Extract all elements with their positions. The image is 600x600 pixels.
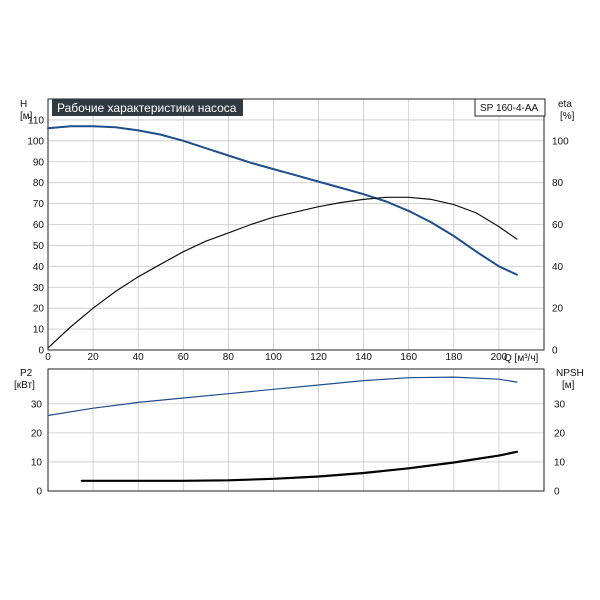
x-tick-label: 100: [265, 352, 282, 363]
tick-labels: 0 20 40 60 80 100 120 140 160 180 2000102030405060…: [27, 115, 569, 497]
head-tick-label: 110: [28, 115, 44, 126]
head-tick-label: 80: [33, 178, 45, 189]
npsh-curve: [80, 450, 519, 482]
title-background: [52, 99, 243, 116]
npsh-tick-label: 0: [554, 487, 560, 498]
head-tick-label: 30: [33, 283, 45, 294]
top-panel-grid: [47, 99, 545, 351]
head-tick-label: 70: [33, 199, 45, 210]
eta-axis-unit: [%]: [560, 111, 575, 122]
power-tick-label: 30: [31, 399, 43, 410]
power-tick-label: 0: [36, 487, 42, 498]
x-tick-label: 20: [88, 352, 100, 363]
head-curve: [47, 125, 518, 276]
x-tick-label: 140: [355, 352, 372, 363]
series-lines: [47, 125, 519, 482]
npsh-tick-label: 20: [554, 428, 566, 439]
bottom-panel-frame: [47, 368, 545, 492]
eta-tick-label: 20: [552, 304, 564, 315]
x-tick-label: 200: [491, 352, 508, 363]
model-label: SP 160-4-AA: [480, 103, 539, 114]
head-tick-label: 100: [27, 136, 44, 147]
head-axis-title: H: [20, 99, 27, 110]
eta-tick-label: 0: [552, 346, 558, 357]
head-axis-unit: [м]: [20, 111, 33, 122]
eta-tick-label: 40: [552, 262, 564, 273]
power-tick-label: 20: [31, 428, 43, 439]
head-tick-label: 60: [33, 220, 45, 231]
eta-axis-title: eta: [558, 99, 572, 110]
x-tick-label: 180: [445, 352, 462, 363]
npsh-tick-label: 30: [554, 399, 566, 410]
power-tick-label: 10: [31, 457, 43, 468]
x-tick-label: 120: [310, 352, 327, 363]
x-tick-label: 60: [178, 352, 190, 363]
power-axis-unit: [кВт]: [14, 380, 35, 391]
head-tick-label: 50: [33, 241, 45, 252]
model-box: [474, 98, 546, 117]
npsh-axis-title: NPSH: [556, 368, 584, 379]
flow-axis-title: Q [м³/ч]: [504, 353, 539, 364]
x-tick-label: 80: [223, 352, 235, 363]
x-tick-label: 0: [45, 352, 51, 363]
top-panel-frame: [47, 98, 545, 351]
head-tick-label: 90: [33, 157, 45, 168]
power-axis-title: P2: [20, 368, 33, 379]
head-tick-label: 0: [38, 346, 44, 357]
npsh-axis-unit: [м]: [562, 380, 575, 391]
npsh-tick-label: 10: [554, 457, 566, 468]
eta-tick-label: 60: [552, 220, 564, 231]
head-tick-label: 20: [33, 304, 45, 315]
x-tick-label: 40: [133, 352, 145, 363]
eta-tick-label: 100: [552, 136, 569, 147]
head-tick-label: 10: [33, 325, 45, 336]
head-tick-label: 40: [33, 262, 45, 273]
x-tick-label: 160: [400, 352, 417, 363]
chart-title: Рабочие характеристики насоса: [57, 101, 237, 115]
eta-tick-label: 80: [552, 178, 564, 189]
power-curve: [47, 376, 518, 417]
efficiency-curve: [47, 196, 518, 349]
